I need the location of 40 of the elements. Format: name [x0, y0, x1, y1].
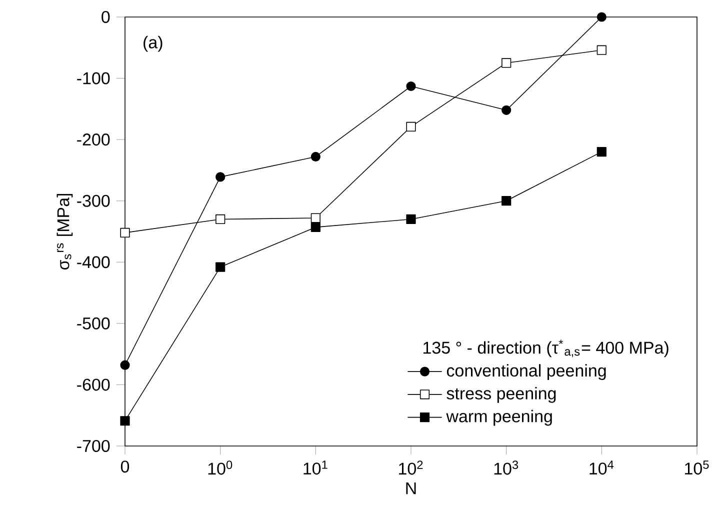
legend-title: 135 ° - direction (τ$^{*}$$_{a,s}$= 400 MPa) [424, 340, 668, 358]
point [216, 262, 226, 272]
x-tick-label: 10$^{3}$ [494, 460, 518, 475]
legend-label: warm peening [446, 410, 552, 426]
point [502, 105, 512, 115]
x-tick-label: 10$^{1}$ [304, 460, 328, 475]
point [310, 213, 320, 223]
y-tick-label: -400 [77, 256, 110, 268]
point [216, 172, 226, 182]
legend-label: conventional peening [446, 364, 606, 380]
point [216, 214, 226, 224]
point [596, 45, 606, 55]
x-tick-label: 10$^{4}$ [590, 460, 614, 475]
annotation: (a) [144, 36, 162, 52]
x-tick-label: 10$^{0}$ [208, 460, 232, 475]
legend-label: stress peening [446, 386, 556, 403]
y-tick-label: 0 [102, 10, 110, 23]
point [502, 196, 512, 206]
y-tick-label: -300 [77, 194, 110, 207]
point [120, 228, 130, 238]
x-tick-label: 10$^{5}$ [685, 460, 709, 475]
point [120, 416, 130, 426]
point [596, 147, 606, 157]
y-tick-label: -500 [77, 317, 110, 330]
y-tick-label: -200 [77, 134, 110, 146]
x-tick-label: 10$^{2}$ [399, 460, 423, 475]
point [596, 12, 606, 22]
point [120, 360, 130, 370]
point [310, 222, 320, 232]
point [406, 214, 416, 224]
x-axis-title: N [406, 482, 416, 494]
x-tick-label: 0 [120, 460, 130, 473]
point [406, 81, 416, 92]
y-tick-label: -100 [77, 72, 110, 84]
point [406, 122, 416, 132]
point [502, 58, 512, 68]
y-tick-label: -600 [77, 378, 110, 391]
y-axis-title: σ$_{s}$$^{rs}$ [MPa] [56, 194, 73, 270]
y-tick-label: -700 [77, 440, 110, 452]
point [310, 152, 320, 162]
